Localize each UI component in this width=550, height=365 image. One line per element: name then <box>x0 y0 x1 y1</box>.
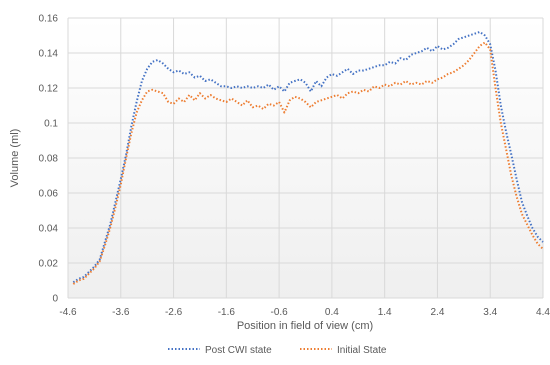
series-line-1 <box>72 41 544 285</box>
gridlines <box>67 17 544 299</box>
y-tick-label: 0.14 <box>39 49 59 60</box>
y-tick-label: 0.12 <box>39 84 59 95</box>
x-tick-label: 4.4 <box>536 307 550 318</box>
x-tick-label: -3.6 <box>112 307 130 318</box>
y-tick-label: 0 <box>52 294 58 305</box>
y-tick-label: 0.04 <box>39 224 59 235</box>
legend-label-post-cwi: Post CWI state <box>205 345 272 356</box>
y-tick-label: 0.1 <box>44 119 58 130</box>
x-tick-label: 3.4 <box>483 307 497 318</box>
x-tick-label: -2.6 <box>165 307 183 318</box>
x-tick-label: 0.4 <box>325 307 339 318</box>
series-group <box>72 31 544 285</box>
x-tick-label: -1.6 <box>218 307 236 318</box>
legend-label-initial: Initial State <box>337 345 387 356</box>
legend: Post CWI state Initial State <box>168 345 387 356</box>
y-axis-label: Volume (ml) <box>9 129 21 188</box>
x-tick-label: 1.4 <box>378 307 392 318</box>
series-line-0 <box>72 31 544 284</box>
y-axis-ticks: 0 0.02 0.04 0.06 0.08 0.1 0.12 0.14 0.16 <box>39 14 59 305</box>
y-tick-label: 0.06 <box>39 189 59 200</box>
y-tick-label: 0.02 <box>39 259 59 270</box>
x-axis-label: Position in field of view (cm) <box>237 320 373 332</box>
y-tick-label: 0.16 <box>39 14 59 25</box>
y-tick-label: 0.08 <box>39 154 59 165</box>
x-tick-label: 2.4 <box>430 307 444 318</box>
x-tick-label: -0.6 <box>270 307 288 318</box>
x-axis-ticks: -4.6 -3.6 -2.6 -1.6 -0.6 0.4 1.4 2.4 3.4 4.4 <box>59 307 550 318</box>
x-tick-label: -4.6 <box>59 307 77 318</box>
